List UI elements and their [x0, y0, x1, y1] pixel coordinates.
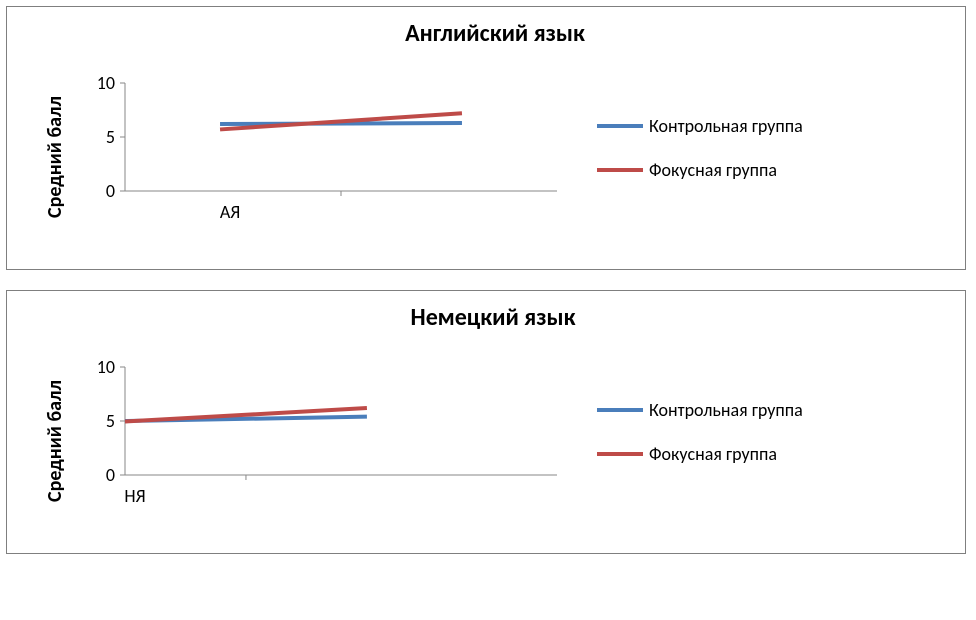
legend-label: Контрольная группа: [649, 115, 803, 137]
legend-item: Фокусная группа: [597, 159, 803, 181]
legend-label: Фокусная группа: [649, 443, 777, 465]
chart-title: Английский язык: [325, 19, 665, 48]
y-axis-title: Средний балл: [43, 67, 67, 247]
legend-swatch: [597, 452, 643, 456]
legend-swatch: [597, 408, 643, 412]
legend-swatch: [597, 124, 643, 128]
legend-label: Контрольная группа: [649, 399, 803, 421]
legend-item: Фокусная группа: [597, 443, 803, 465]
y-tick-label: 10: [75, 74, 115, 92]
legend-item: Контрольная группа: [597, 399, 803, 421]
legend-swatch: [597, 168, 643, 172]
y-tick-label: 5: [75, 128, 115, 146]
y-tick-label: 0: [75, 182, 115, 200]
chart-panel-german: Немецкий язык Средний балл 0 5 10 НЯ Контрольн…: [6, 290, 966, 554]
legend: Контрольная группа Фокусная группа: [597, 115, 803, 181]
plot-area: [119, 77, 563, 197]
chart-panel-english: Английский язык Средний балл 0 5 10 АЯ Контрол…: [6, 6, 966, 270]
legend: Контрольная группа Фокусная группа: [597, 399, 803, 465]
legend-item: Контрольная группа: [597, 115, 803, 137]
plot-area: [119, 361, 563, 481]
y-tick-label: 0: [75, 466, 115, 484]
chart-title: Немецкий язык: [333, 303, 653, 332]
x-category-label: АЯ: [200, 203, 260, 221]
y-tick-label: 10: [75, 358, 115, 376]
y-axis-title: Средний балл: [43, 351, 67, 531]
legend-label: Фокусная группа: [649, 159, 777, 181]
y-tick-label: 5: [75, 412, 115, 430]
x-category-label: НЯ: [105, 487, 165, 505]
